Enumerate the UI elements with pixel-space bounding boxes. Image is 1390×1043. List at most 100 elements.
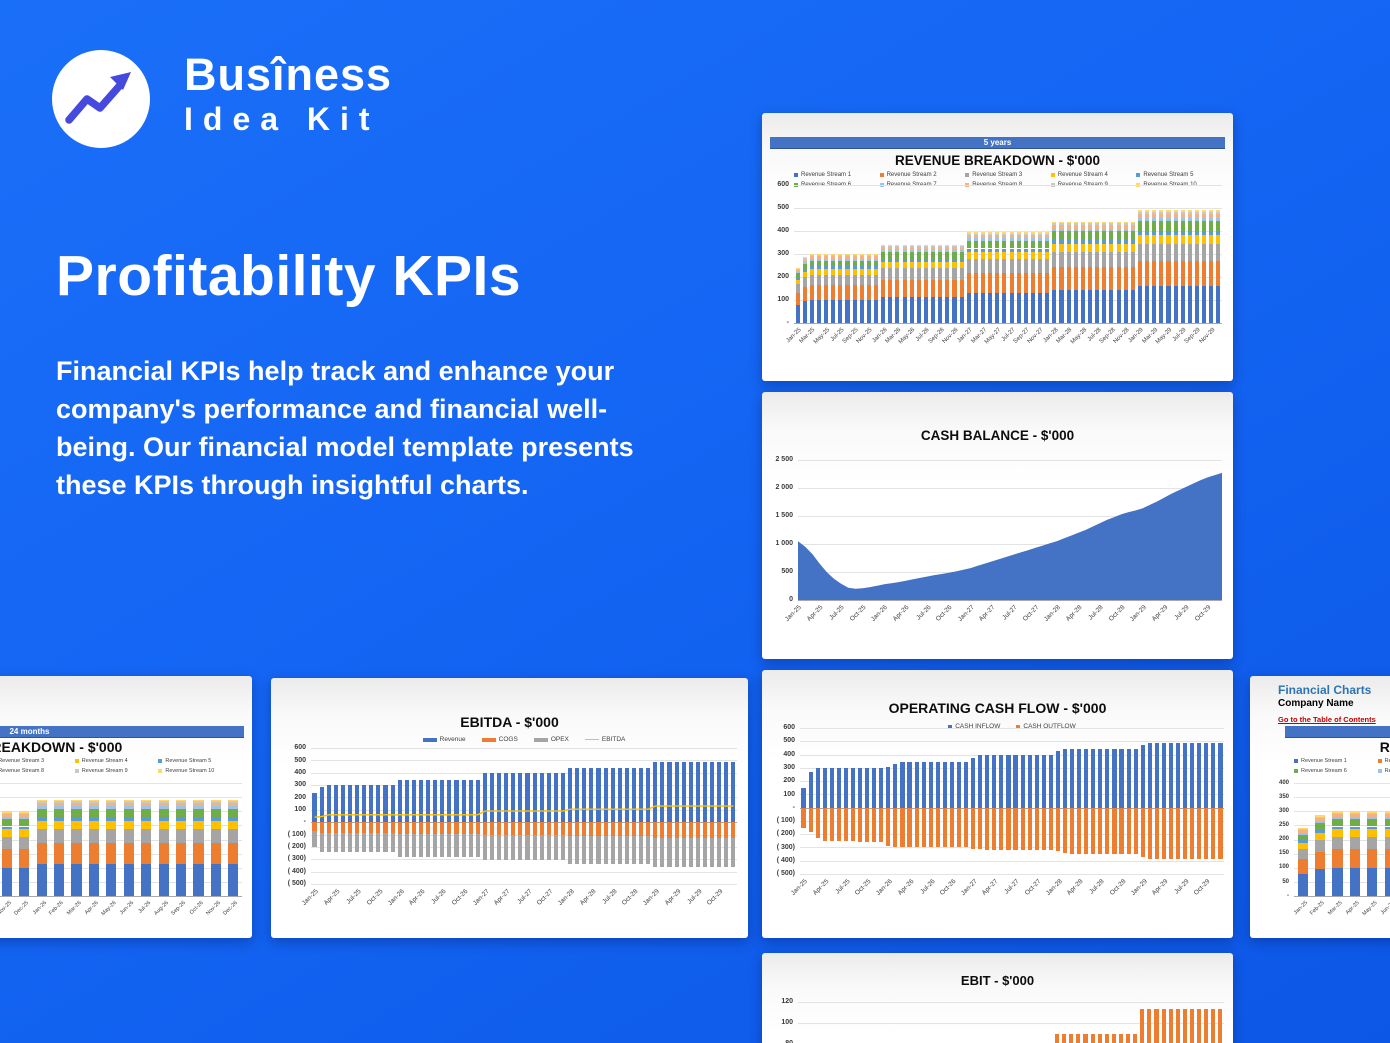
bar-segment [1349,811,1360,813]
bar-segment [1218,807,1223,860]
bar-segment [1,811,12,813]
bar-segment [1087,231,1093,240]
bar-segment [1006,807,1011,851]
bar-segment [824,258,829,261]
bar-segment [54,843,65,865]
bar-segment [816,266,822,269]
bar-segment [865,807,870,843]
bar-segment [228,799,239,802]
bar-segment [831,256,836,259]
bar-segment [816,256,822,259]
gridline [311,760,737,762]
bar-segment [175,809,187,818]
bar-segment [816,260,822,267]
bar-segment [1030,235,1036,239]
legend-marker-revenue-stream-7 [1377,769,1382,773]
bar-segment [802,259,807,262]
legend-marker-cash-inflow [948,724,953,729]
legend-item: Revenue Stream 6 [1294,768,1378,774]
bar-segment [1159,261,1164,286]
bar-segment [210,803,221,807]
bar-segment [1038,259,1043,274]
bar-segment [859,300,864,323]
bar-segment [1045,293,1050,323]
bar-segment [1194,210,1200,212]
chart-title: EBITDA - $'000 [460,714,559,730]
bar-segment [838,254,843,256]
bar-segment [1080,223,1085,226]
bar-segment [801,807,806,828]
bar-segment [497,822,502,836]
x-tick-text: Jan-25 [790,878,810,898]
bar-segment [1066,252,1071,268]
y-tick-label: 150 [1278,850,1289,857]
bar-segment [1119,807,1124,855]
bar-segment [106,799,117,802]
table-of-contents-link[interactable]: Go to the Table of Contents [1278,715,1376,725]
y-tick-label: 500 [783,737,795,745]
bar-segment [988,232,993,234]
bar-segment [1102,252,1107,268]
bar-segment [831,300,836,323]
bar-segment [1087,267,1093,290]
bar-segment [489,822,495,836]
bar-segment [893,763,898,808]
bar-segment [809,260,814,267]
legend-marker-cogs [481,737,496,742]
x-tick-text: Nov-26 [205,900,222,917]
bar-segment [193,828,204,844]
bar-segment [440,833,445,857]
bar-segment [914,761,919,808]
bar-segment [1173,230,1178,235]
legend-item: COGS [481,736,518,743]
bar-segment [1112,748,1117,808]
bar-segment [1297,842,1308,849]
bar-segment [347,785,353,823]
bar-segment [907,807,912,848]
bar-segment [724,822,729,838]
bar-segment [988,293,993,323]
bar-segment [838,300,843,323]
bar-segment [596,822,601,837]
x-tick-text: Jan-29 [642,888,662,908]
gridline [0,853,242,855]
y-tick-label: ( 200) [287,843,306,851]
bar-segment [1109,221,1114,224]
bar-segment [859,274,864,286]
bar-segment [1109,231,1114,240]
bar-segment [36,820,47,829]
bar-segment [1034,755,1039,808]
bar-segment [935,761,940,808]
bar-segment [1209,261,1214,286]
bar-segment [482,773,487,823]
x-axis-line [798,600,1222,601]
bar-segment [845,268,850,275]
bar-segment [1145,230,1150,235]
bar-segment [1180,230,1185,235]
bar-segment [596,767,601,823]
bar-segment [1315,869,1326,896]
gridline [311,834,737,836]
bar-segment [1055,751,1060,808]
bar-segment [923,244,929,246]
bar-segment [1116,243,1121,253]
bar-segment [795,304,800,323]
bar-segment [852,268,857,275]
bar-segment [1016,232,1021,234]
bar-segment [921,807,926,848]
bar-segment [19,814,30,818]
bar-segment [71,828,82,844]
bar-segment [1109,252,1114,268]
bar-segment [916,261,921,269]
bar-segment [952,247,957,251]
bar-segment [1095,225,1100,229]
bar-segment [909,244,914,246]
x-tick-text: Jan-27 [471,888,491,908]
bar-segment [1002,259,1007,274]
bar-segment [639,836,644,864]
bar-segment [1130,221,1135,224]
x-tick-text: Apr-25 [811,878,831,897]
legend-label: Revenue Stream 5 [1143,172,1194,178]
x-axis-line [800,807,1224,809]
bar-segment [1095,252,1100,268]
